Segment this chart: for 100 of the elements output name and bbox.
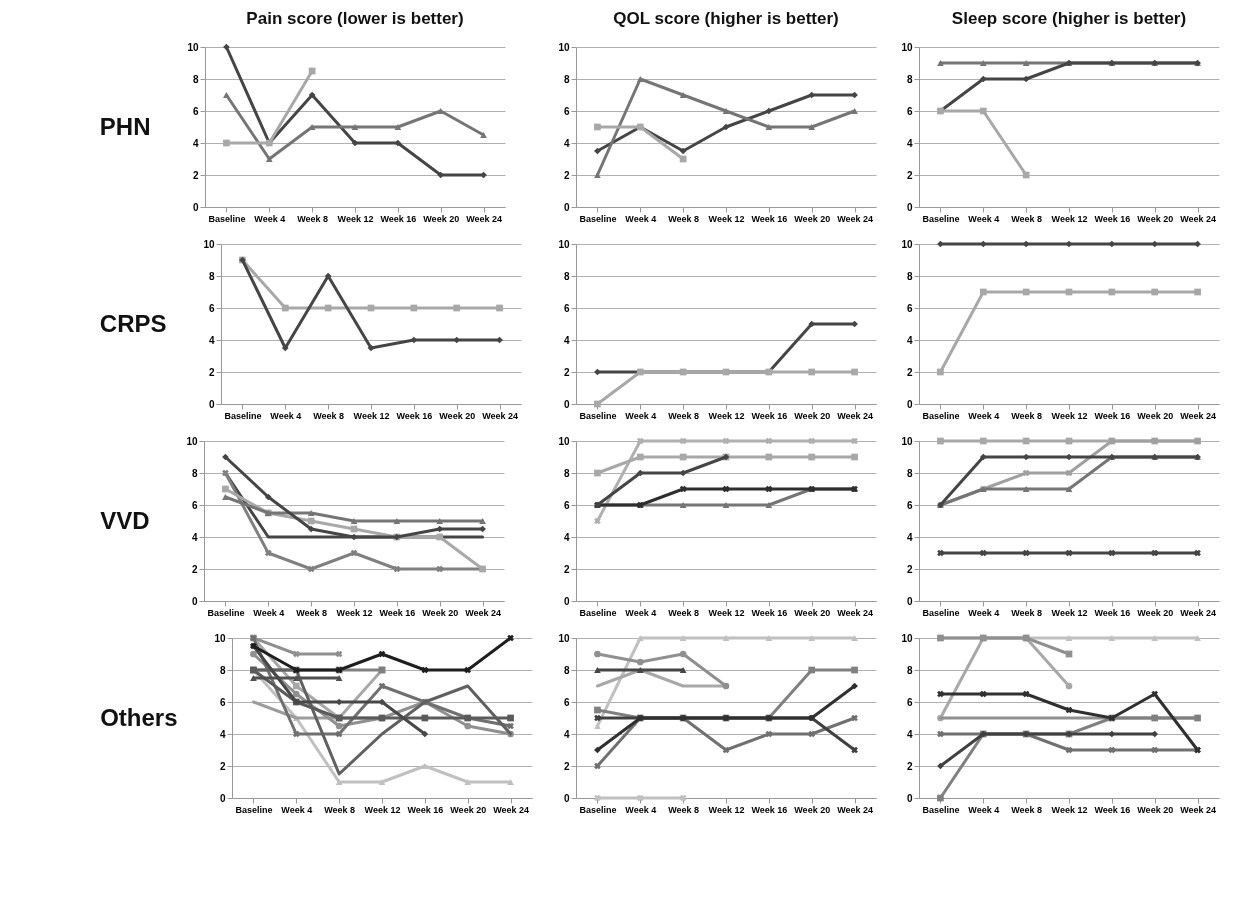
y-tick-label: 8 [907,467,914,479]
x-tick-label: Week 16 [379,607,416,618]
x-tick-label: Week 8 [667,607,699,618]
y-tick-label: 10 [901,632,914,644]
y-tick-label: 8 [208,270,215,282]
x-tick-label: Week 12 [1051,804,1088,815]
x-tick-label: Week 24 [836,213,873,224]
x-tick-label: Week 16 [407,804,444,815]
y-tick-label: 2 [563,169,570,181]
x-tick-label: Baseline [922,607,960,618]
y-tick-label: 6 [563,105,570,117]
x-tick-label: Week 20 [1137,804,1174,815]
y-tick-label: 4 [907,531,914,543]
x-tick-label: Baseline [235,804,273,815]
y-tick-label: 0 [907,201,914,213]
x-tick-label: Week 8 [1011,410,1043,421]
y-tick-label: 10 [558,632,570,644]
y-tick-label: 2 [907,563,914,575]
y-tick-label: 0 [563,201,570,213]
y-tick-label: 0 [219,792,226,804]
y-tick-label: 2 [191,563,198,575]
chart-title: Sleep score (higher is better) [952,9,1187,28]
x-tick-label: Week 8 [667,410,699,421]
x-tick-label: Week 12 [337,213,374,224]
x-tick-label: Week 8 [1011,607,1043,618]
y-axis-title: Others [100,703,178,731]
y-tick-label: 4 [563,531,570,543]
x-tick-label: Week 4 [625,607,656,618]
x-tick-label: Week 8 [1011,213,1043,224]
x-tick-label: Week 4 [968,804,1000,815]
y-tick-label: 10 [186,435,198,447]
x-tick-label: Week 4 [625,213,656,224]
x-tick-label: Week 12 [353,410,390,421]
y-tick-label: 10 [558,435,570,447]
x-tick-label: Week 16 [751,804,787,815]
x-tick-label: Week 16 [396,410,433,421]
x-tick-label: Week 20 [422,607,459,618]
y-tick-label: 6 [907,696,914,708]
x-tick-label: Week 16 [751,213,787,224]
y-tick-label: 0 [907,595,914,607]
y-tick-label: 4 [907,334,914,346]
y-axis-title: VVD [100,506,150,534]
y-tick-label: 8 [563,73,570,85]
y-tick-label: 6 [192,105,199,117]
x-tick-label: Week 4 [254,213,286,224]
x-tick-label: Baseline [579,410,617,421]
y-tick-label: 2 [563,366,570,378]
y-tick-label: 4 [563,728,570,740]
x-tick-label: Baseline [208,213,246,224]
x-tick-label: Week 4 [625,410,656,421]
x-tick-label: Week 24 [1180,213,1217,224]
y-axis-title: CRPS [99,309,167,337]
y-tick-label: 4 [219,728,226,740]
y-tick-label: 10 [187,41,199,53]
x-tick-label: Week 24 [466,213,502,224]
y-tick-label: 0 [907,398,914,410]
x-tick-label: Week 12 [708,804,745,815]
x-tick-label: Week 16 [380,213,417,224]
y-tick-label: 8 [563,467,570,479]
x-tick-label: Week 12 [1051,213,1088,224]
x-tick-label: Week 12 [1051,607,1088,618]
y-tick-label: 8 [191,467,198,479]
x-tick-label: Week 16 [751,410,787,421]
y-tick-label: 6 [907,499,914,511]
y-tick-label: 8 [907,73,914,85]
x-tick-label: Week 24 [465,607,501,618]
x-tick-label: Week 24 [493,804,529,815]
y-tick-label: 6 [208,302,215,314]
y-tick-label: 6 [191,499,198,511]
x-tick-label: Week 24 [1180,410,1217,421]
x-tick-label: Week 4 [625,804,656,815]
y-tick-label: 8 [219,664,226,676]
x-tick-label: Baseline [922,410,960,421]
x-tick-label: Week 16 [751,607,787,618]
x-tick-label: Week 20 [793,213,830,224]
x-tick-label: Week 24 [482,410,518,421]
chart-title: Pain score (lower is better) [246,9,464,28]
x-tick-label: Week 12 [336,607,373,618]
y-tick-label: 2 [563,563,570,575]
x-tick-label: Baseline [579,607,617,618]
x-tick-label: Week 20 [793,607,830,618]
y-tick-label: 2 [563,760,570,772]
y-tick-label: 0 [907,792,914,804]
x-tick-label: Week 4 [281,804,313,815]
y-tick-label: 6 [907,105,914,117]
y-tick-label: 6 [219,696,226,708]
x-tick-label: Week 4 [968,607,1000,618]
y-tick-label: 8 [907,270,914,282]
y-tick-label: 10 [203,238,215,250]
x-tick-label: Week 20 [1137,607,1174,618]
x-tick-label: Week 24 [1180,607,1217,618]
x-tick-label: Week 8 [296,607,328,618]
x-tick-label: Baseline [579,213,617,224]
y-tick-label: 4 [563,334,570,346]
x-tick-label: Week 12 [364,804,401,815]
y-tick-label: 10 [558,41,570,53]
y-tick-label: 4 [563,137,570,149]
y-tick-label: 10 [901,238,914,250]
y-tick-label: 8 [563,664,570,676]
x-tick-label: Baseline [579,804,617,815]
